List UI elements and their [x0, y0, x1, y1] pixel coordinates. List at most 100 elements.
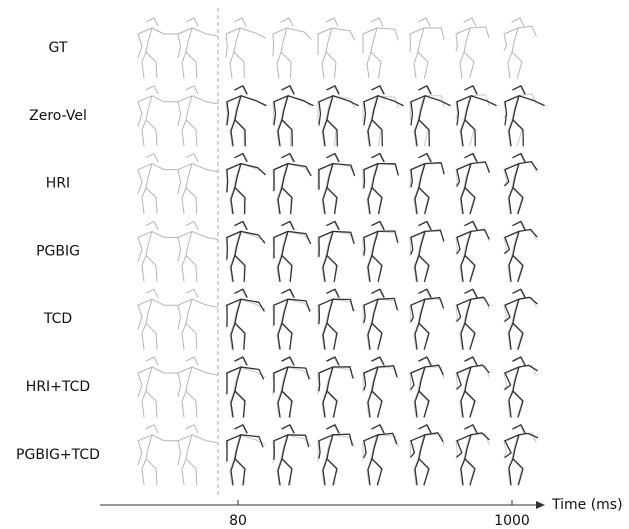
- pose: [226, 289, 265, 349]
- skeleton-bone: [363, 435, 398, 447]
- skeleton-bone: [319, 164, 355, 176]
- skeleton-bone: [282, 231, 288, 255]
- skeleton-bone: [410, 237, 411, 255]
- skeleton-bone: [410, 367, 444, 378]
- skeleton-bone: [465, 96, 471, 120]
- skeleton-bone: [327, 231, 333, 255]
- axis-label: Time (ms): [551, 497, 623, 513]
- skeleton-bone: [281, 18, 293, 26]
- pose: [178, 86, 218, 146]
- pose: [456, 154, 489, 214]
- skeleton-bone: [456, 27, 489, 38]
- skeleton-bone: [186, 188, 197, 214]
- skeleton-bone: [182, 459, 186, 485]
- row: HRI+TCD: [26, 357, 538, 417]
- skeleton-bone: [178, 34, 181, 58]
- row: TCD: [43, 289, 537, 349]
- skeleton-bone: [227, 96, 266, 106]
- pose: [178, 425, 218, 485]
- skeleton-bone: [410, 373, 411, 391]
- skeleton-bone: [327, 435, 333, 459]
- skeleton-bone: [411, 433, 443, 442]
- skeleton-bone: [457, 365, 489, 373]
- skeleton-bone: [142, 52, 146, 78]
- skeleton-bone: [235, 299, 241, 323]
- skeleton-bone: [319, 231, 354, 243]
- skeleton-bone: [235, 231, 241, 255]
- skeleton-bone: [142, 391, 146, 417]
- pose: [273, 357, 311, 417]
- skeleton-bone: [419, 299, 425, 323]
- skeleton-bone: [142, 255, 146, 281]
- skeleton-bone: [146, 255, 157, 281]
- skeleton-bone: [186, 459, 197, 485]
- skeleton-bone: [146, 154, 158, 162]
- skeleton-bone: [513, 231, 519, 255]
- pose: [226, 357, 265, 417]
- skeleton-bone: [418, 18, 430, 26]
- skeleton-bone: [411, 96, 450, 106]
- skeleton-bone: [372, 96, 378, 120]
- pose: [456, 425, 489, 485]
- skeleton-bone: [234, 28, 240, 52]
- skeleton-bone: [512, 18, 524, 26]
- skeleton-bone: [186, 299, 192, 323]
- pose: [318, 18, 355, 78]
- skeleton-bone: [146, 299, 152, 323]
- skeleton-bone: [419, 231, 425, 255]
- row-label: TCD: [43, 311, 72, 327]
- skeleton-bone: [363, 299, 398, 311]
- skeleton-bone: [146, 231, 152, 255]
- pose: [226, 86, 266, 146]
- pose: [318, 357, 355, 417]
- skeleton-bone: [419, 435, 425, 459]
- skeleton-bone: [235, 367, 241, 391]
- row-label: PGBIG: [36, 243, 80, 259]
- skeleton-bone: [138, 96, 178, 102]
- pose: [138, 154, 178, 214]
- skeleton-bone: [142, 323, 146, 349]
- skeleton-bone: [186, 323, 197, 349]
- skeleton-bone: [410, 441, 411, 459]
- skeleton-bone: [513, 96, 519, 120]
- figure: 80 1000 Time (ms) GTZero-VelHRIPGBIGTCDH…: [0, 0, 629, 529]
- skeleton-bone: [318, 28, 355, 40]
- skeleton-bone: [178, 170, 181, 194]
- pose: [138, 86, 178, 146]
- skeleton-bone: [372, 164, 378, 188]
- skeleton-bone: [138, 367, 178, 373]
- skeleton-bone: [235, 255, 245, 281]
- pose: [410, 154, 444, 214]
- skeleton-bone: [273, 28, 311, 39]
- skeleton-bone: [186, 367, 192, 391]
- skeleton-bone: [138, 237, 142, 261]
- skeleton-bone: [326, 52, 336, 78]
- skeleton-bone: [186, 18, 198, 26]
- pose: [138, 425, 178, 485]
- pose: [138, 289, 178, 349]
- skeleton-bone: [146, 164, 152, 188]
- pose: [363, 18, 398, 78]
- skeleton-bone: [138, 34, 142, 58]
- skeleton-bone: [326, 28, 332, 52]
- tick-label: 80: [229, 513, 247, 529]
- row: Zero-Vel: [29, 86, 544, 146]
- skeleton-bone: [186, 86, 198, 94]
- skeleton-bone: [230, 52, 234, 78]
- skeleton-bone: [363, 96, 398, 108]
- skeleton-bone: [146, 221, 158, 229]
- skeleton-bone: [178, 102, 181, 126]
- skeleton-bone: [274, 231, 310, 243]
- skeleton-bone: [410, 96, 444, 107]
- skeleton-bone: [273, 34, 274, 56]
- pose: [504, 86, 544, 146]
- skeleton-bone: [182, 323, 186, 349]
- skeleton-bone: [178, 305, 181, 329]
- skeleton-bone: [411, 441, 414, 457]
- skeleton-bone: [411, 305, 413, 321]
- pose: [318, 425, 355, 485]
- pose: [178, 18, 218, 78]
- skeleton-bone: [508, 52, 512, 78]
- skeleton-bone: [178, 441, 181, 465]
